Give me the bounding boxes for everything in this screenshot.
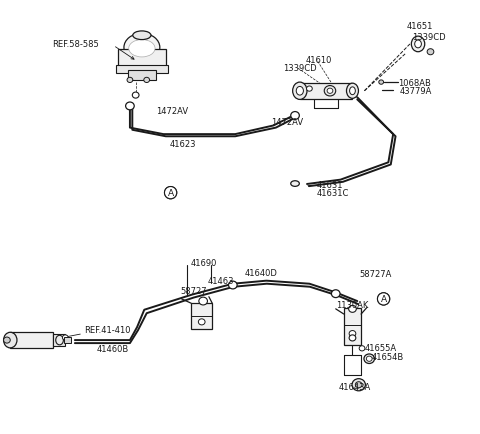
Text: 58727: 58727 [180,286,207,295]
Circle shape [331,290,340,298]
Circle shape [355,382,362,388]
Circle shape [62,335,68,340]
Text: 1339CD: 1339CD [283,64,317,73]
Text: 41654B: 41654B [372,352,404,361]
Ellipse shape [296,87,303,96]
Text: 41463: 41463 [207,276,234,286]
Ellipse shape [347,84,359,99]
Circle shape [349,331,356,337]
Text: 41651: 41651 [406,22,432,31]
Text: 41631: 41631 [317,181,343,190]
Text: 41640D: 41640D [245,268,277,277]
Text: 41643A: 41643A [339,382,371,391]
Ellipse shape [3,332,17,348]
Text: 1472AV: 1472AV [271,118,303,127]
Ellipse shape [129,40,155,58]
Circle shape [126,103,134,111]
Bar [300,84,352,99]
Ellipse shape [415,41,421,49]
Circle shape [307,87,312,92]
Text: 1068AB: 1068AB [398,79,431,87]
Text: 1339CD: 1339CD [412,33,446,42]
Circle shape [3,337,10,343]
Text: 41631C: 41631C [317,189,349,198]
Bar [64,337,71,343]
Ellipse shape [56,335,63,345]
Text: 1130AK: 1130AK [336,301,368,310]
Text: 41610: 41610 [306,56,332,65]
Ellipse shape [411,37,425,53]
Circle shape [132,93,139,99]
Ellipse shape [293,83,307,100]
Circle shape [352,379,365,391]
Circle shape [144,78,150,83]
Circle shape [199,297,207,305]
Circle shape [359,346,365,351]
Ellipse shape [349,88,355,95]
Text: 58727A: 58727A [360,270,392,279]
Bar [10,332,53,348]
Text: 41460B: 41460B [96,345,129,353]
Circle shape [324,86,336,97]
Ellipse shape [124,34,160,62]
Bar [118,49,166,72]
Text: REF.58-585: REF.58-585 [52,39,99,49]
Text: 41655A: 41655A [364,343,396,352]
Circle shape [364,354,374,364]
Text: A: A [381,295,387,304]
Circle shape [427,49,434,56]
Text: A: A [168,189,174,198]
Bar [53,334,65,346]
Circle shape [198,319,205,325]
Circle shape [127,78,133,83]
Text: 41623: 41623 [169,140,196,149]
Text: 1472AV: 1472AV [156,106,188,115]
Bar [116,66,168,74]
Circle shape [228,282,237,289]
Text: 43779A: 43779A [399,87,432,96]
Circle shape [348,306,356,312]
Bar [344,309,361,345]
Ellipse shape [291,181,300,187]
Circle shape [349,335,356,341]
Text: A: A [168,189,174,198]
Circle shape [366,356,372,362]
Circle shape [327,89,333,94]
Bar [191,303,212,329]
Circle shape [291,112,300,120]
Ellipse shape [133,32,151,40]
Text: A: A [381,295,387,304]
Bar [128,71,156,81]
Text: REF.41-410: REF.41-410 [84,325,131,334]
Circle shape [379,81,384,85]
Text: 41690: 41690 [191,258,217,267]
